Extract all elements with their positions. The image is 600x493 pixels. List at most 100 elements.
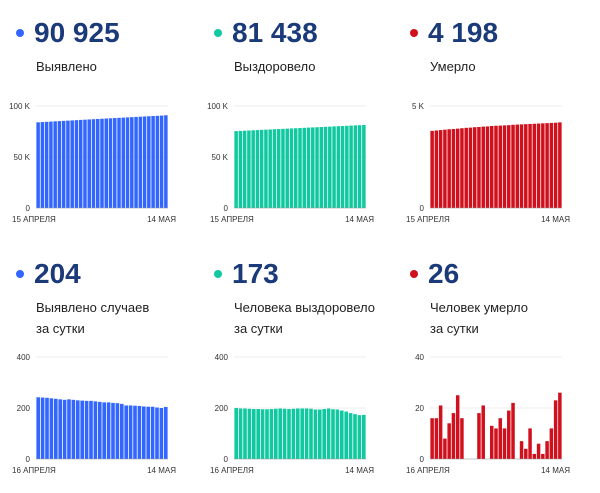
bar (247, 408, 252, 459)
bar (117, 117, 121, 208)
bar (328, 126, 332, 208)
bar (348, 413, 353, 459)
bar (519, 124, 524, 208)
bar (238, 408, 243, 459)
stat-panel-daily-recovered: 173 Человека выздоровело за сутки 0 200 400 16… (210, 253, 400, 493)
bar (323, 126, 328, 208)
x-tick-label-end: 14 МАЯ (345, 215, 374, 224)
bar (451, 413, 456, 459)
stat-panel-daily-deaths: 26 Человек умерло за сутки 0 20 40 16 АПРЕЛЯ 14… (406, 253, 596, 493)
bar (300, 408, 305, 459)
bar (349, 125, 353, 208)
bar (345, 125, 349, 208)
bar (298, 128, 302, 208)
stat-label: за сутки (430, 321, 479, 336)
stat-label: Умерло (430, 59, 476, 74)
headline-value: 204 (34, 258, 81, 289)
x-tick-label-start: 15 АПРЕЛЯ (12, 215, 56, 224)
stat-label: Выявлено случаев (36, 300, 150, 315)
bar (507, 125, 511, 208)
bar (494, 125, 498, 208)
y-tick-label: 50 K (14, 153, 31, 162)
bar (70, 120, 74, 208)
bar (104, 118, 109, 208)
bar (536, 443, 541, 459)
bar (541, 123, 545, 208)
bar (361, 414, 366, 459)
stat-label: Выздоровело (234, 59, 316, 74)
bar (137, 405, 142, 459)
bar (269, 409, 274, 459)
bar (489, 125, 494, 208)
bar (62, 399, 67, 459)
bar (319, 127, 324, 208)
x-tick-label-end: 14 МАЯ (345, 466, 374, 475)
bar (259, 129, 264, 208)
stat-panel-total-recovered: 81 438 Выздоровело 0 50 K 100 K 15 АПРЕЛЯ 14 М… (207, 12, 400, 252)
bar (528, 123, 532, 208)
bar (311, 127, 315, 208)
bar (455, 128, 460, 208)
y-tick-label: 0 (224, 455, 229, 464)
bar (498, 125, 503, 208)
bar (315, 127, 319, 208)
bar (49, 398, 54, 459)
bar (558, 392, 562, 459)
bar (438, 405, 443, 459)
bar (159, 408, 164, 459)
bar (511, 124, 515, 208)
bar (434, 130, 439, 208)
headline-value: 90 925 (34, 17, 120, 48)
bar (151, 116, 155, 208)
y-tick-label: 100 K (9, 102, 31, 111)
bar (53, 398, 58, 459)
bar (313, 409, 318, 459)
bar (164, 115, 168, 208)
bar (353, 125, 358, 208)
bar (498, 418, 503, 459)
bar (61, 120, 66, 208)
y-tick-label: 200 (17, 404, 31, 413)
bar (291, 408, 296, 459)
bar (102, 402, 107, 459)
bar (282, 408, 287, 459)
bar (155, 115, 160, 208)
bar (130, 117, 134, 208)
bar (265, 409, 269, 459)
bar (119, 403, 124, 459)
bar (451, 129, 456, 208)
y-tick-label: 0 (420, 455, 425, 464)
x-tick-label-start: 15 АПРЕЛЯ (210, 215, 254, 224)
bar (115, 403, 120, 459)
bar (438, 130, 443, 208)
y-tick-label: 50 K (212, 153, 229, 162)
bar (93, 401, 98, 459)
bar (545, 123, 549, 208)
bar (353, 414, 357, 459)
bar (89, 400, 93, 459)
bar (264, 129, 268, 208)
bar (485, 126, 490, 208)
x-tick-label-start: 15 АПРЕЛЯ (406, 215, 450, 224)
bar (362, 124, 366, 208)
bar (141, 406, 146, 459)
bar (134, 116, 138, 208)
bar (45, 397, 49, 459)
bar (108, 118, 113, 208)
bar (67, 399, 71, 459)
bar (138, 116, 143, 208)
bar (549, 428, 554, 459)
bar (75, 400, 80, 459)
bar (44, 121, 49, 208)
bar (306, 127, 311, 208)
bar (302, 127, 307, 208)
bar (326, 408, 331, 459)
stat-label: за сутки (36, 321, 85, 336)
bar (532, 123, 537, 208)
bar (460, 418, 464, 459)
x-tick-label-start: 16 АПРЕЛЯ (210, 466, 254, 475)
y-tick-label: 5 K (412, 102, 425, 111)
bar (332, 126, 336, 208)
bar (124, 405, 129, 459)
stat-label: Человека выздоровело (234, 300, 375, 315)
